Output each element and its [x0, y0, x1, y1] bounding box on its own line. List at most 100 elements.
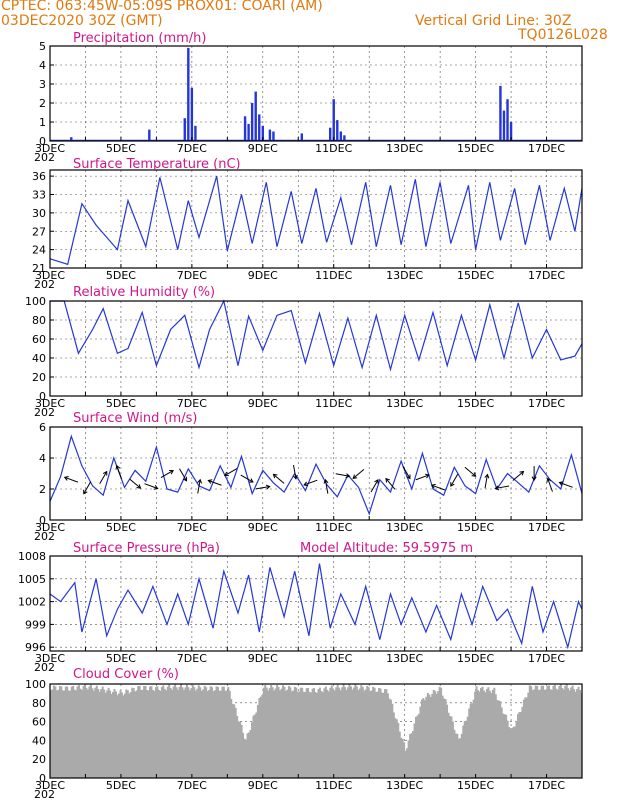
cloud-bar — [550, 689, 553, 778]
cloud-bar — [308, 691, 311, 778]
precip-bar — [339, 131, 343, 141]
x-tick-label: 11DEC — [315, 779, 352, 792]
cloud-bar — [206, 691, 209, 778]
cloud-bar — [270, 684, 273, 778]
cloud-bar — [524, 697, 527, 778]
cloud-bar — [181, 687, 184, 778]
cloud-bar — [363, 690, 366, 778]
cloud-bar — [512, 726, 515, 778]
cloud-bar — [516, 713, 519, 778]
cloud-bar — [443, 698, 446, 778]
cloud-bar — [565, 684, 568, 778]
cloud-bar — [573, 689, 576, 778]
y-tick-label: 6 — [39, 421, 46, 434]
y-tick-label: 100 — [25, 678, 46, 691]
cloud-bar — [406, 748, 409, 778]
cloud-bar — [197, 685, 200, 778]
year-label: 202 — [34, 661, 55, 674]
cloud-bar — [460, 733, 463, 778]
cloud-bar — [63, 690, 66, 778]
cloud-bar — [482, 690, 485, 778]
cloud-bar — [477, 690, 480, 778]
cloud-bar — [503, 714, 506, 778]
wind-arrow-head — [546, 477, 552, 483]
x-tick-label: 3DEC — [35, 779, 65, 792]
cloud-bar — [252, 715, 255, 778]
x-tick-label: 17DEC — [528, 397, 565, 410]
wind-arrow-head — [531, 476, 537, 482]
cloud-bar — [540, 685, 543, 778]
y-tick-label: 21 — [32, 262, 46, 275]
cloud-bar — [313, 688, 316, 778]
wind-arrow-head — [345, 473, 351, 479]
cloud-bar — [530, 686, 533, 778]
cloud-bar — [218, 690, 221, 778]
cloud-bar — [58, 686, 61, 778]
cloud-bar — [171, 689, 174, 778]
cloud-bar — [191, 684, 194, 778]
cloud-bar — [101, 686, 104, 778]
cloud-bar — [311, 688, 314, 778]
x-tick-label: 11DEC — [315, 397, 352, 410]
cloud-bar — [440, 687, 443, 778]
precip-bar — [254, 91, 257, 141]
cloud-bar — [61, 690, 64, 778]
cloud-bar — [106, 690, 109, 778]
x-tick-label: 3DEC — [35, 521, 65, 534]
y-tick-label: 0 — [39, 390, 46, 403]
cloud-bar — [559, 684, 562, 778]
y-tick-label: 60 — [32, 333, 46, 346]
x-tick-label: 11DEC — [315, 652, 352, 665]
cloud-bar — [138, 685, 141, 778]
cloud-bar — [128, 693, 131, 778]
panel-title: Precipitation (mm/h) — [73, 31, 206, 46]
cloud-bar — [185, 684, 188, 778]
cloud-bar — [457, 738, 460, 778]
cloud-bar — [577, 686, 580, 778]
cloud-bar — [282, 685, 284, 778]
y-tick-label: 80 — [32, 697, 46, 710]
cloud-bar — [401, 739, 404, 778]
panel-humidity: 0 20 40 60 80 100 3DEC 5DEC 7DEC 9DEC 11DEC 13DEC 15… — [25, 285, 583, 419]
cloud-bar — [243, 738, 246, 778]
cloud-bar — [194, 690, 197, 778]
cloud-bar — [472, 699, 475, 778]
cloud-bar — [444, 699, 447, 778]
cloud-bar — [219, 690, 222, 778]
cloud-bar — [307, 687, 310, 778]
cloud-bar — [211, 687, 214, 778]
cloud-bar — [506, 720, 509, 778]
wind-arrow — [385, 478, 396, 490]
wind-arrow-head — [292, 474, 298, 480]
precip-bar — [194, 125, 197, 141]
cloud-bar — [242, 732, 245, 778]
cloud-bar — [72, 685, 75, 778]
y-tick-label: 4 — [39, 452, 46, 465]
cloud-bar — [184, 687, 187, 778]
cloud-bar — [336, 684, 339, 778]
cloud-bar — [293, 686, 296, 778]
cloud-bar — [249, 729, 252, 778]
cloud-bar — [314, 691, 317, 778]
cloud-bar — [400, 737, 403, 778]
wind-arrow-head — [115, 464, 121, 470]
wind-arrow-head — [182, 476, 188, 482]
cloud-bar — [505, 714, 508, 778]
cloud-bar — [491, 689, 494, 778]
precip-bar — [250, 103, 254, 141]
cloud-bar — [115, 691, 117, 778]
cloud-bar — [497, 700, 500, 778]
x-tick-label: 3DEC — [35, 397, 65, 410]
y-tick-label: 0 — [39, 135, 46, 148]
y-tick-label: 999 — [25, 618, 46, 631]
cloud-bar — [571, 685, 574, 778]
cloud-bar — [379, 688, 382, 778]
wind-arrow — [116, 465, 123, 480]
cloud-bar — [222, 686, 225, 778]
cloud-bar — [536, 685, 539, 778]
cloud-bar — [465, 720, 468, 778]
wind-arrow-head — [223, 471, 229, 477]
x-tick-label: 9DEC — [248, 652, 278, 665]
cloud-bar — [570, 687, 573, 778]
cloud-bar — [348, 684, 351, 778]
